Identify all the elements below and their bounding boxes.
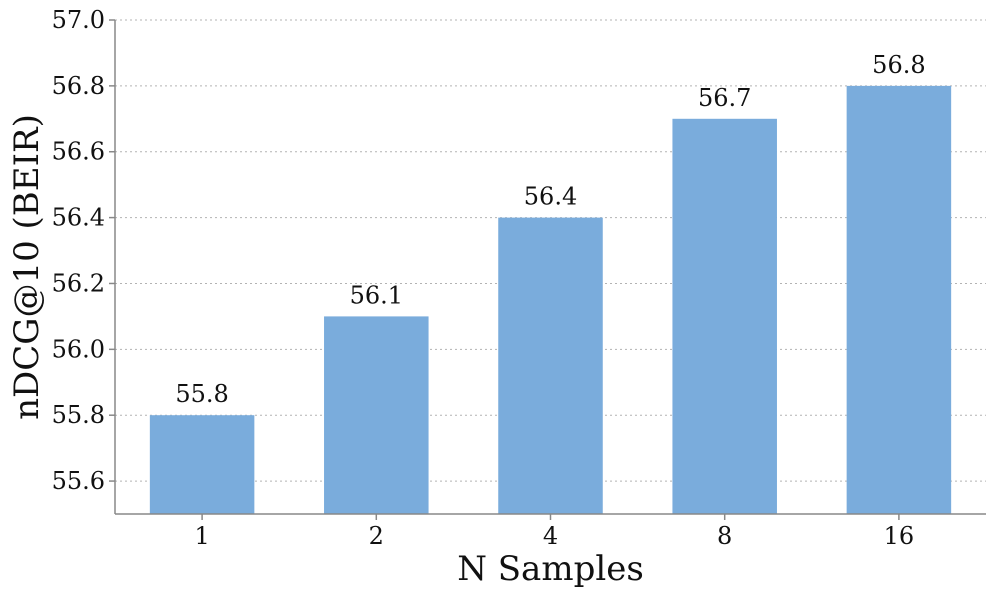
bar	[324, 316, 429, 514]
bar-value-label: 55.8	[175, 380, 228, 408]
bar-value-label: 56.8	[872, 51, 925, 79]
bar-value-label: 56.1	[350, 281, 403, 309]
bar	[149, 415, 255, 514]
y-tick-label: 56.0	[52, 335, 105, 363]
y-ticks: 55.6 55.8 56.0 56.2 56.4 56.6 56.8 57.0	[52, 6, 115, 495]
bar-value-label: 56.4	[524, 183, 577, 211]
y-tick-label: 57.0	[52, 6, 105, 34]
x-tick-label: 1	[194, 522, 209, 550]
x-tick-label: 2	[369, 522, 384, 550]
x-ticks: 1 2 4 8 16	[194, 514, 914, 550]
y-tick-label: 55.8	[52, 401, 105, 429]
x-tick-label: 4	[543, 522, 558, 550]
y-tick-label: 55.6	[52, 467, 105, 495]
y-tick-label: 56.6	[52, 138, 105, 166]
bars	[149, 85, 952, 515]
x-axis-title: N Samples	[457, 549, 644, 589]
y-tick-label: 56.4	[52, 204, 105, 232]
bar	[846, 85, 952, 514]
y-tick-label: 56.2	[52, 269, 105, 297]
y-tick-label: 56.8	[52, 72, 105, 100]
bar	[672, 118, 777, 515]
y-axis-title: nDCG@10 (BEIR)	[7, 114, 47, 420]
bar-value-label: 56.7	[698, 84, 751, 112]
data-labels: 55.8 56.1 56.4 56.7 56.8	[175, 51, 925, 408]
bar	[498, 217, 603, 514]
x-tick-label: 8	[717, 522, 732, 550]
x-tick-label: 16	[884, 522, 915, 550]
